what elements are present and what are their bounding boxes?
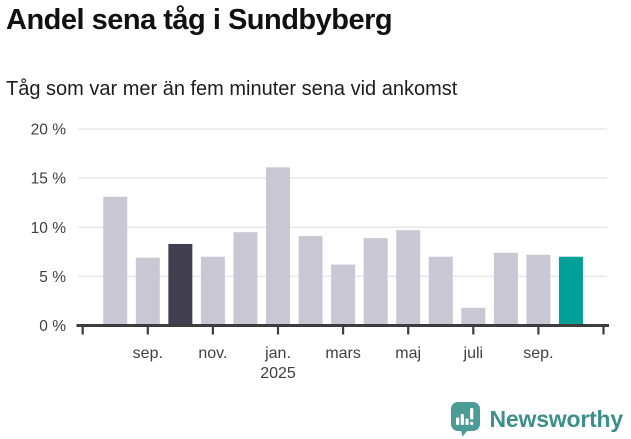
bar-jan-2025 [266, 167, 290, 326]
logo-bar-1 [455, 417, 459, 425]
bar-chart: 0 % 5 % 10 % 15 % 20 % sep. nov. jan. 2025 mars ma… [0, 112, 631, 384]
bar-sep-2024 [135, 257, 160, 326]
brand-name: Newsworthy [489, 405, 624, 432]
logo-exclamation-stem [469, 408, 473, 420]
bar-nov-2024 [200, 256, 225, 326]
y-axis-label: 10 % [31, 220, 67, 237]
bar-apr-2025 [363, 238, 388, 326]
bar-feb-2025 [298, 236, 323, 326]
bar-mars-2025 [331, 264, 356, 326]
bar-aug-2025 [493, 252, 518, 326]
x-axis-label: mars [325, 345, 361, 362]
bar-okt-2025 [558, 256, 583, 326]
y-axis-label: 0 % [39, 318, 66, 335]
logo-bar-3 [464, 418, 469, 425]
y-axis-label: 5 % [39, 269, 66, 286]
chart-title: Andel sena tåg i Sundbyberg [6, 4, 393, 36]
bar-dec-2024 [233, 232, 258, 326]
x-axis-label: maj [395, 345, 421, 362]
y-axis-label: 20 % [31, 122, 67, 139]
x-axis-label: juli [463, 345, 484, 362]
newsworthy-logo-icon [450, 402, 480, 437]
brand-footer: Newsworthy [450, 400, 623, 438]
bar-juni-2025 [428, 256, 453, 326]
bar-juli-2025 [461, 307, 486, 326]
bar-sep-2025 [526, 254, 551, 326]
bar-maj-2025 [396, 230, 421, 326]
bar-chart-svg: 0 % 5 % 10 % 15 % 20 % sep. nov. jan. 2025 mars ma… [31, 122, 609, 382]
bar-aug-2024 [103, 196, 128, 326]
x-axis-label: sep. [133, 345, 163, 362]
x-axis-label: sep. [523, 345, 553, 362]
chart-subtitle: Tåg som var mer än fem minuter sena vid … [6, 78, 458, 100]
y-axis-label: 15 % [31, 171, 67, 188]
bar-okt-2024 [168, 243, 193, 326]
speech-bubble-tail [460, 430, 468, 437]
x-axis-label: nov. [198, 345, 227, 362]
x-axis-year-label: 2025 [260, 365, 296, 382]
x-axis-label: jan. [264, 345, 291, 362]
logo-exclamation-dot [469, 421, 473, 425]
logo-bar-2 [460, 414, 464, 425]
